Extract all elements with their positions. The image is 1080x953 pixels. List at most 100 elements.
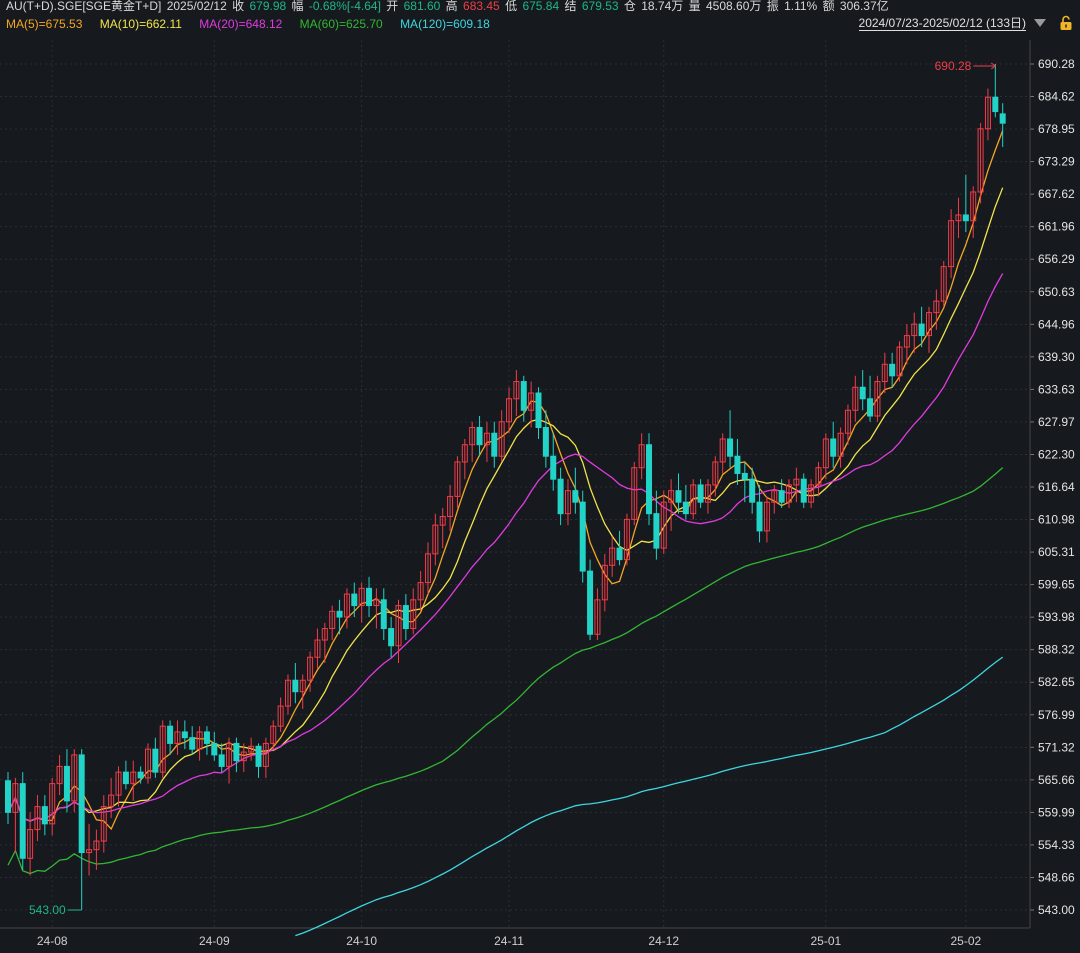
volume-label: 量: [688, 0, 701, 13]
low-annotation-label: 543.00: [29, 903, 66, 917]
candle-body: [528, 392, 535, 411]
candle-body: [631, 467, 638, 520]
candle-body: [270, 725, 277, 744]
ma-line-ma20: [7, 273, 1004, 822]
candle-body: [211, 742, 218, 756]
candle-body: [844, 409, 851, 434]
y-tick-label: 627.97: [1038, 415, 1075, 429]
candle-body: [572, 490, 579, 503]
settle-value: 679.53: [581, 0, 619, 13]
candle-body: [992, 96, 999, 113]
y-tick-label: 644.96: [1038, 317, 1075, 331]
candle-body: [955, 214, 962, 222]
candle-body: [859, 386, 866, 400]
candle-body: [181, 731, 188, 739]
candle-body: [447, 495, 454, 518]
candle-body: [697, 484, 704, 503]
candle-body: [704, 484, 711, 503]
candle-body: [948, 220, 955, 268]
candle-body: [837, 432, 844, 457]
candle-body: [144, 748, 151, 779]
candle-body: [12, 783, 19, 813]
candle-body: [675, 490, 682, 503]
candle-body: [380, 599, 387, 630]
y-tick-label: 661.96: [1038, 220, 1075, 234]
quote-header: AU(T+D).SGE[SGE黄金T+D] 2025/02/12 收 679.9…: [6, 0, 891, 14]
x-tick-label: 24-12: [648, 934, 679, 948]
candle-body: [388, 628, 395, 647]
candle-body: [911, 323, 918, 337]
candle-body: [336, 610, 343, 618]
lock-icon[interactable]: [1059, 15, 1073, 31]
high-label: 高: [445, 0, 458, 13]
candle-body: [889, 363, 896, 377]
candle-body: [248, 745, 255, 753]
candle-body: [874, 381, 881, 417]
date-range-selector[interactable]: 2024/07/23-2025/02/12 (133日): [858, 16, 1026, 31]
candle-body: [100, 806, 107, 842]
change-label: 幅: [291, 0, 304, 13]
candle-body: [299, 679, 306, 693]
candle-body: [321, 628, 328, 641]
candle-body: [609, 547, 616, 566]
candle-body: [137, 771, 144, 779]
open-value: 681.60: [403, 0, 441, 13]
candle-body: [203, 731, 210, 744]
candle-body: [108, 794, 115, 808]
ma-line-ma60: [7, 467, 1004, 875]
candle-body: [358, 587, 365, 607]
candle-body: [226, 742, 233, 767]
ma60-legend: MA(60)=625.70: [299, 17, 383, 31]
y-tick-label: 605.31: [1038, 545, 1075, 559]
candle-body: [196, 731, 203, 750]
candle-body: [800, 478, 807, 503]
ma-line-ma5: [7, 130, 1004, 831]
candle-body: [373, 599, 380, 607]
y-tick-label: 565.66: [1038, 773, 1075, 787]
candle-body: [351, 593, 358, 607]
y-tick-label: 650.63: [1038, 285, 1075, 299]
y-tick-label: 684.62: [1038, 90, 1075, 104]
candle-body: [454, 461, 461, 497]
candle-body: [749, 478, 756, 503]
ma-line-ma120: [295, 656, 1004, 937]
oi-value: 18.74万: [641, 0, 684, 13]
y-tick-label: 633.63: [1038, 382, 1075, 396]
y-tick-label: 656.29: [1038, 252, 1075, 266]
candle-body: [277, 705, 284, 727]
candle-body: [262, 742, 269, 767]
high-annotation-label: 690.28: [935, 59, 972, 73]
close-value: 679.98: [249, 0, 287, 13]
y-tick-label: 576.99: [1038, 708, 1075, 722]
candle-body: [808, 484, 815, 503]
candle-body: [71, 754, 78, 802]
candle-body: [122, 771, 129, 785]
candle-body: [594, 599, 601, 635]
candle-body: [668, 490, 675, 503]
candle-body: [719, 438, 726, 463]
ma5-legend: MA(5)=675.53: [6, 17, 83, 31]
ma-legend: MA(5)=675.53 MA(10)=662.11 MA(20)=648.12…: [6, 17, 504, 31]
candle-body: [830, 438, 837, 457]
y-tick-label: 548.66: [1038, 870, 1075, 884]
candle-body: [5, 780, 11, 813]
candle-body: [240, 751, 247, 762]
high-annotation-arrow: [991, 62, 997, 70]
candle-body: [933, 300, 940, 314]
triangle-down-icon[interactable]: [1034, 19, 1046, 27]
y-tick-label: 582.65: [1038, 675, 1075, 689]
candle-body: [778, 490, 785, 503]
x-tick-label: 24-11: [494, 934, 524, 948]
ma-line-ma10: [7, 187, 1004, 822]
change-value: -0.68%[-4.64]: [308, 0, 381, 13]
candle-body: [395, 605, 402, 647]
candle-body: [918, 323, 925, 337]
open-label: 开: [386, 0, 399, 13]
amount-value: 306.37亿: [839, 0, 889, 13]
candle-body: [660, 501, 667, 549]
candle-body: [999, 113, 1006, 124]
low-label: 低: [505, 0, 518, 13]
candle-body: [343, 593, 350, 618]
candle-body: [682, 501, 689, 515]
